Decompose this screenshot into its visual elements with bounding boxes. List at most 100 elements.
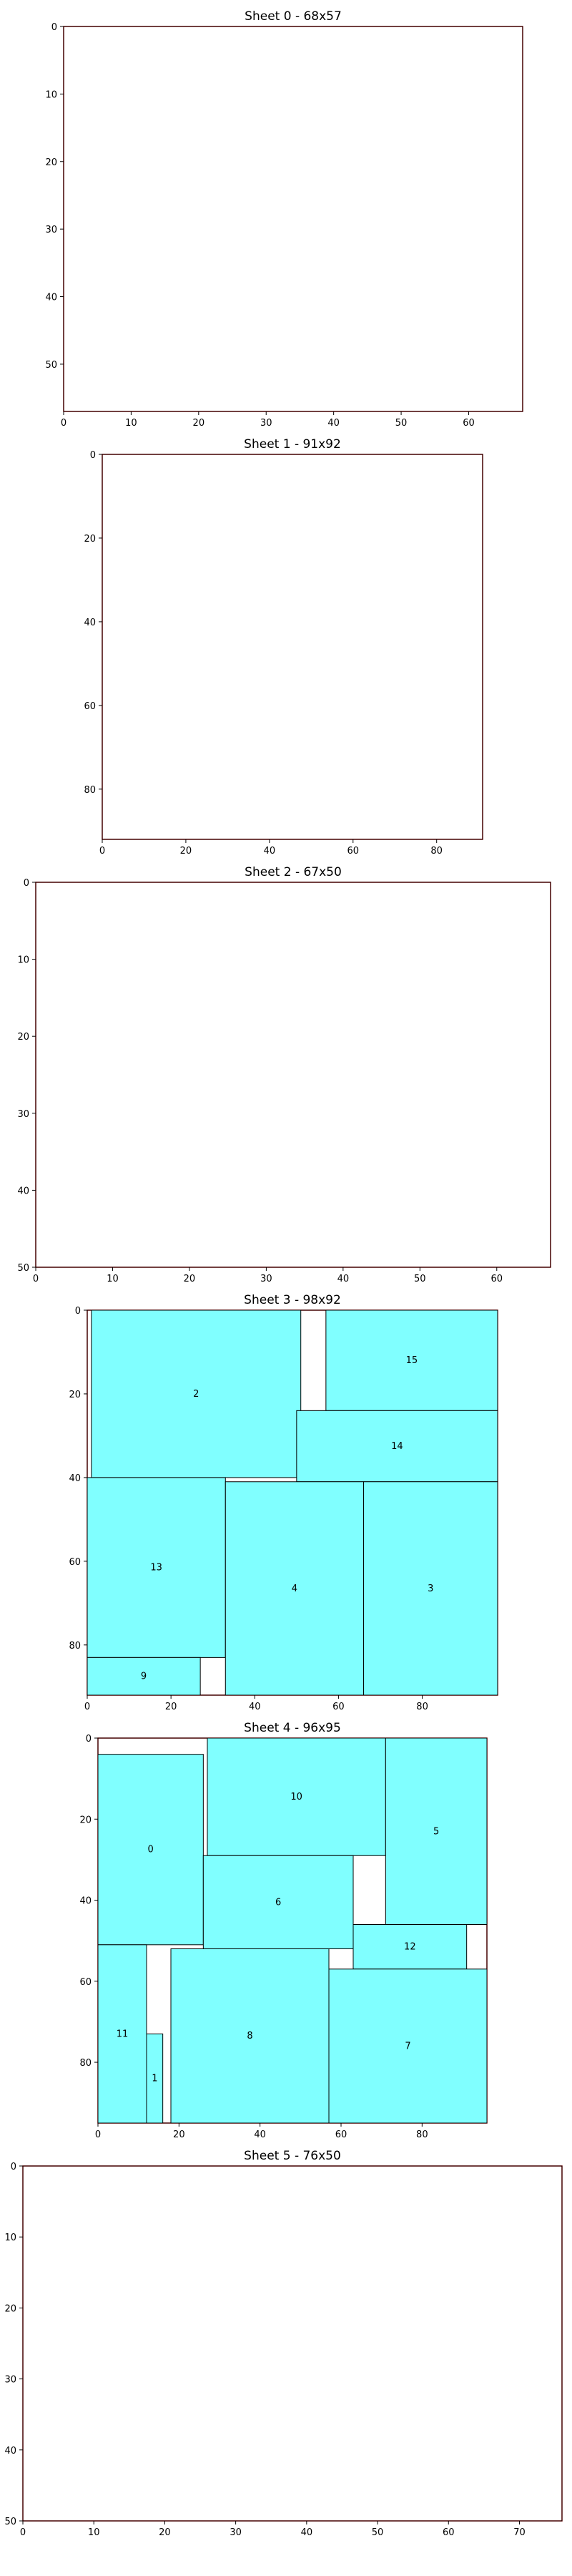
y-tick-label: 0 xyxy=(51,22,57,33)
piece-rect xyxy=(225,1481,365,1696)
x-tick-label: 20 xyxy=(159,2527,171,2538)
sheet-title: Sheet 1 - 91x92 xyxy=(244,437,341,452)
x-tick-label: 20 xyxy=(184,1274,196,1284)
y-tick-label: 30 xyxy=(45,225,57,235)
sheet-title: Sheet 0 - 68x57 xyxy=(245,9,342,24)
piece-rect xyxy=(385,1737,488,1926)
x-tick-label: 50 xyxy=(414,1274,426,1284)
axes-frame xyxy=(35,882,551,1268)
y-tick-label: 40 xyxy=(79,1896,92,1907)
piece-rect xyxy=(328,1968,488,2124)
sheet-plot-3: Sheet 3 - 98x92 2 15 14 13 4 3 9 0 20 40 60 80 0 20 40 6… xyxy=(69,1293,498,1712)
y-tick-label: 0 xyxy=(90,450,96,461)
piece-label: 5 xyxy=(433,1826,439,1837)
y-tick-label: 80 xyxy=(84,785,96,796)
y-tick-label: 60 xyxy=(79,1977,92,1988)
piece-label: 13 xyxy=(150,1563,162,1574)
piece-rect xyxy=(207,1737,386,1856)
x-tick-label: 40 xyxy=(254,2129,266,2140)
piece-label: 10 xyxy=(290,1792,302,1802)
y-tick-label: 0 xyxy=(24,878,29,889)
x-tick-label: 60 xyxy=(491,1274,503,1284)
x-tick-label: 30 xyxy=(230,2527,242,2538)
x-tick-label: 20 xyxy=(173,2129,185,2140)
sheet-title: Sheet 4 - 96x95 xyxy=(244,1721,341,1735)
y-tick-label: 50 xyxy=(17,1263,29,1274)
x-tick-label: 80 xyxy=(416,2129,428,2140)
x-tick-label: 30 xyxy=(260,418,272,429)
axes-frame xyxy=(102,454,483,840)
y-tick-label: 80 xyxy=(69,1641,81,1652)
x-tick-label: 40 xyxy=(327,418,340,429)
x-tick-label: 0 xyxy=(99,846,105,857)
axes-frame xyxy=(63,26,523,412)
x-tick-label: 20 xyxy=(193,418,205,429)
piece-label: 9 xyxy=(141,1672,147,1682)
x-tick-label: 60 xyxy=(335,2129,347,2140)
piece-label: 14 xyxy=(391,1441,403,1452)
sheet-plot-1: Sheet 1 - 91x92 0 20 40 60 80 0 20 40 60 80 xyxy=(84,437,483,857)
piece-rect xyxy=(87,1477,226,1658)
x-tick-label: 0 xyxy=(33,1274,39,1284)
sheet-outline xyxy=(102,454,483,840)
sheet-plot-0: Sheet 0 - 68x57 0 10 20 30 40 50 60 0 10 20 30 40 50 xyxy=(45,9,523,429)
piece-label: 11 xyxy=(117,2029,129,2039)
x-tick-label: 60 xyxy=(347,846,359,857)
x-tick-label: 30 xyxy=(260,1274,272,1284)
y-tick-label: 20 xyxy=(17,1032,29,1043)
piece-rect xyxy=(170,1948,330,2124)
x-tick-label: 40 xyxy=(264,846,276,857)
piece-rect xyxy=(202,1855,354,1949)
y-tick-label: 40 xyxy=(17,1186,29,1196)
sheet-title: Sheet 5 - 76x50 xyxy=(244,2149,341,2163)
piece-label: 4 xyxy=(292,1584,297,1594)
y-tick-label: 20 xyxy=(79,1815,92,1825)
x-tick-label: 40 xyxy=(337,1274,350,1284)
x-tick-label: 0 xyxy=(95,2129,101,2140)
x-tick-label: 0 xyxy=(84,1702,90,1712)
piece-rect xyxy=(97,1754,204,1946)
y-tick-label: 60 xyxy=(84,701,96,712)
piece-label: 15 xyxy=(406,1355,418,1366)
y-tick-label: 10 xyxy=(4,2233,16,2243)
piece-label: 1 xyxy=(152,2074,157,2084)
sheet-title: Sheet 3 - 98x92 xyxy=(244,1293,341,1307)
piece-label: 3 xyxy=(428,1584,433,1594)
sheet-outline xyxy=(22,2165,563,2522)
y-tick-label: 10 xyxy=(17,955,29,966)
y-tick-label: 0 xyxy=(11,2162,16,2172)
sheet-outline xyxy=(63,26,523,412)
axes-frame xyxy=(22,2165,563,2522)
y-tick-label: 20 xyxy=(45,157,57,168)
x-tick-label: 0 xyxy=(20,2527,26,2538)
y-tick-label: 10 xyxy=(45,89,57,100)
piece-label: 8 xyxy=(247,2031,252,2041)
piece-rect xyxy=(87,1657,201,1696)
x-tick-label: 0 xyxy=(61,418,66,429)
y-tick-label: 60 xyxy=(69,1557,81,1568)
sheet-plot-2: Sheet 2 - 67x50 0 10 20 30 40 50 60 0 10 20 30 40 50 xyxy=(17,865,551,1284)
x-tick-label: 60 xyxy=(443,2527,455,2538)
y-tick-label: 0 xyxy=(86,1734,92,1745)
x-tick-label: 70 xyxy=(513,2527,526,2538)
piece-rect xyxy=(91,1309,302,1478)
x-tick-label: 40 xyxy=(249,1702,261,1712)
sheet-outline xyxy=(35,882,551,1268)
x-tick-label: 10 xyxy=(107,1274,119,1284)
x-tick-label: 50 xyxy=(372,2527,384,2538)
piece-label: 0 xyxy=(148,1845,154,1855)
piece-rect xyxy=(97,1944,147,2124)
piece-label: 12 xyxy=(404,1942,416,1953)
x-tick-label: 80 xyxy=(430,846,443,857)
sheet-plot-5: Sheet 5 - 76x50 0 10 20 30 40 50 60 70 0 10 20 30 40 5… xyxy=(4,2149,563,2538)
y-tick-label: 50 xyxy=(4,2517,16,2527)
x-tick-label: 20 xyxy=(180,846,192,857)
piece-rect xyxy=(325,1309,498,1411)
piece-rect xyxy=(296,1410,498,1483)
y-tick-label: 30 xyxy=(17,1109,29,1120)
piece-label: 6 xyxy=(275,1897,281,1908)
sheet-title: Sheet 2 - 67x50 xyxy=(245,865,342,879)
y-tick-label: 40 xyxy=(45,293,57,303)
